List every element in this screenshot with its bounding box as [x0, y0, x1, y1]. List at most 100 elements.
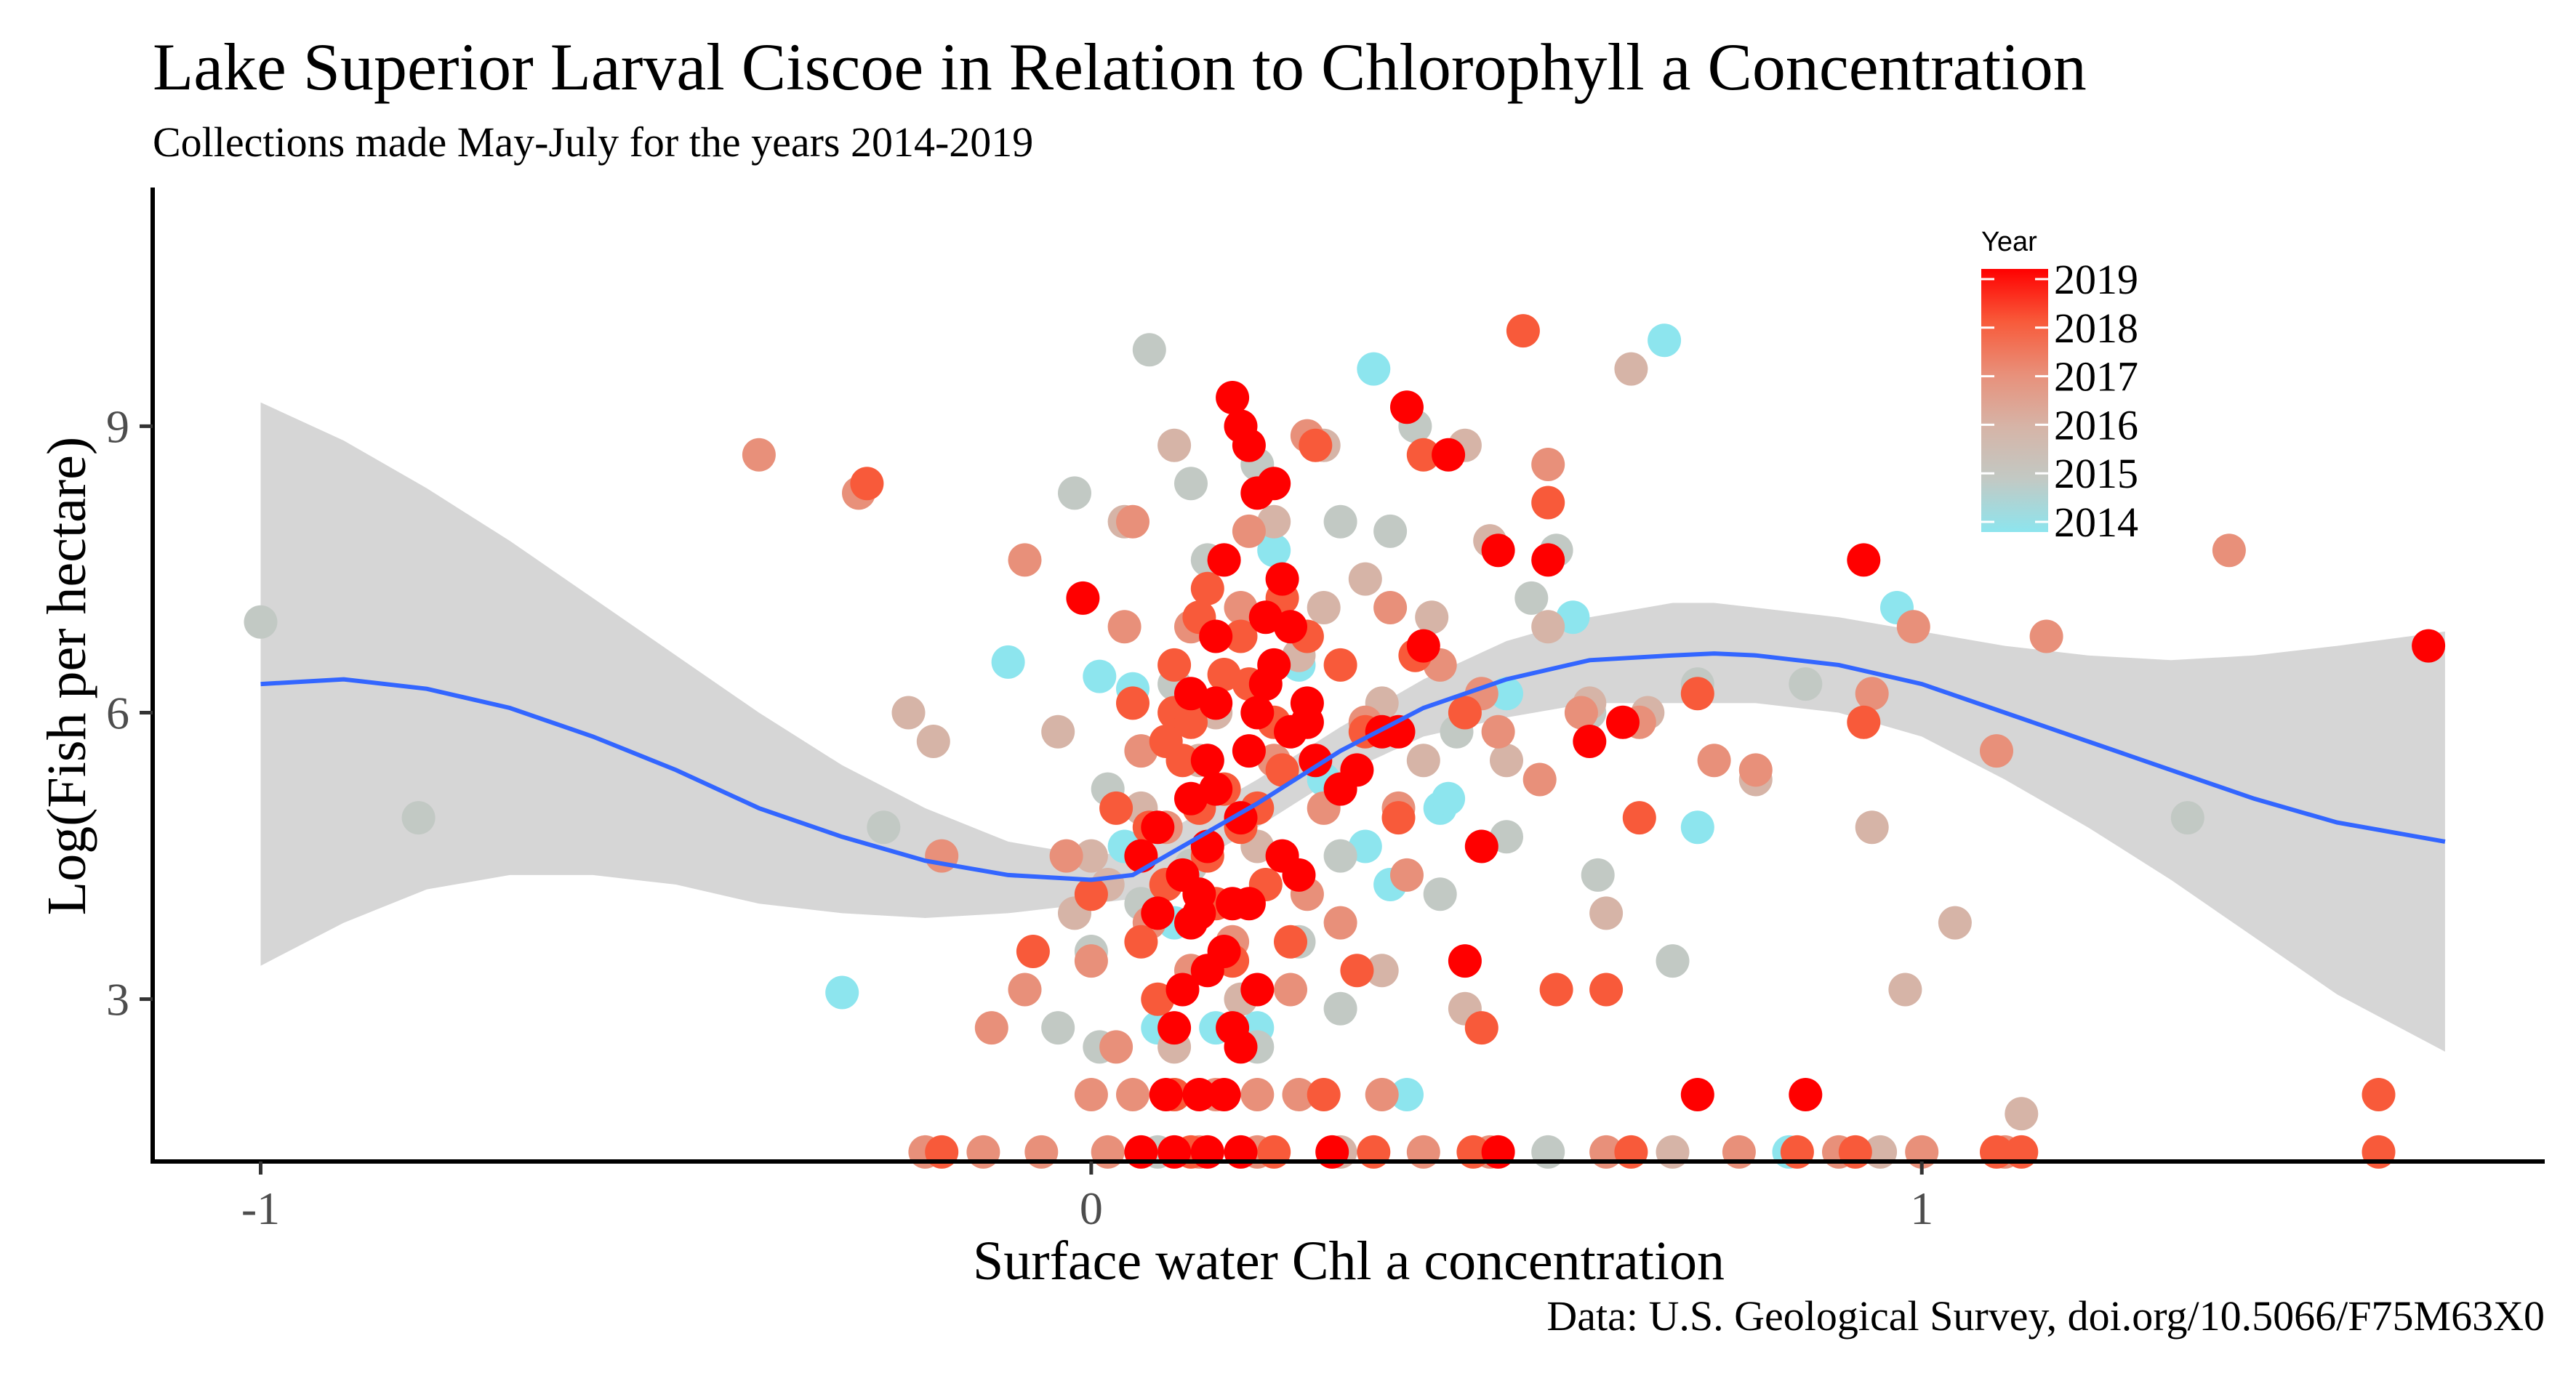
data-point-2019: [1448, 944, 1482, 978]
data-point-2019: [1248, 600, 1283, 635]
data-point-2017: [1323, 906, 1357, 940]
data-point-2019: [1257, 467, 1291, 501]
data-point-2014: [1257, 534, 1291, 568]
data-point-2015: [1514, 581, 1549, 615]
data-point-2016: [1938, 906, 1972, 940]
data-point-2015: [1174, 467, 1208, 501]
data-point-2016: [1157, 428, 1192, 462]
legend-ticks: [1981, 278, 2048, 523]
data-point-2017: [1980, 734, 2013, 768]
data-point-2015: [867, 810, 901, 845]
data-point-2019: [1182, 896, 1216, 930]
data-point-2019: [1174, 677, 1208, 711]
data-point-2015: [401, 801, 436, 835]
y-tick-label: 6: [106, 688, 129, 739]
data-point-2018: [850, 467, 884, 501]
legend-colorbar: [1981, 269, 2048, 532]
data-point-2018: [1406, 438, 1440, 472]
data-point-2018: [1274, 925, 1307, 959]
y-tick-label: 3: [106, 974, 129, 1026]
data-point-2014: [1432, 781, 1466, 816]
data-point-2017: [742, 438, 776, 472]
data-point-2019: [1165, 858, 1200, 892]
data-point-2017: [1232, 514, 1266, 548]
data-point-2018: [1539, 973, 1573, 1007]
data-point-2017: [1373, 591, 1408, 624]
x-axis-ticks: -1 0 1: [241, 1161, 1933, 1234]
data-point-2019: [1299, 744, 1333, 778]
data-point-2017: [1008, 543, 1042, 577]
data-point-2018: [1207, 658, 1241, 691]
y-tick-label: 9: [106, 400, 129, 452]
data-point-2019: [1606, 705, 1640, 739]
data-point-2019: [1141, 896, 1175, 930]
data-point-2019: [1789, 1078, 1823, 1111]
data-point-2014: [1648, 323, 1682, 358]
data-point-2016: [2005, 1097, 2039, 1131]
data-point-2015: [1058, 476, 1091, 510]
data-point-2016: [1074, 839, 1108, 873]
data-point-2016: [1406, 744, 1440, 778]
legend-label-2016: 2016: [2054, 401, 2138, 448]
data-point-2019: [1847, 543, 1881, 577]
data-point-2018: [1464, 1011, 1498, 1045]
data-point-2019: [1464, 829, 1498, 863]
data-point-2018: [1506, 314, 1540, 348]
data-point-2017: [1365, 1078, 1399, 1111]
x-tick-label: 0: [1080, 1183, 1103, 1234]
legend-label-2019: 2019: [2054, 256, 2138, 303]
data-point-2017: [1282, 1078, 1316, 1111]
data-point-2019: [1216, 1011, 1250, 1045]
data-point-2015: [1132, 333, 1166, 367]
data-point-2015: [1656, 944, 1690, 978]
data-point-2019: [1406, 629, 1440, 663]
data-point-2019: [1240, 696, 1275, 730]
data-point-2017: [1896, 610, 1930, 644]
data-point-2016: [1490, 744, 1523, 778]
data-point-2018: [1307, 1078, 1341, 1111]
x-tick-label: -1: [241, 1183, 280, 1234]
smooth-line-layer: [260, 651, 2446, 882]
data-point-2019: [1265, 839, 1299, 873]
data-point-2019: [1165, 973, 1200, 1007]
data-point-2017: [1564, 696, 1598, 730]
data-point-2019: [1190, 829, 1224, 863]
chart-subtitle: Collections made May-July for the years …: [153, 118, 1033, 166]
data-point-2018: [1224, 619, 1258, 653]
data-point-2019: [1432, 438, 1466, 472]
data-point-2016: [1855, 810, 1889, 845]
data-point-2016: [1888, 973, 1922, 1007]
data-point-2019: [1290, 705, 1324, 739]
data-point-2019: [1216, 381, 1250, 414]
legend-label-2015: 2015: [2054, 450, 2138, 497]
data-point-2017: [1116, 1078, 1149, 1111]
data-point-2017: [1116, 504, 1149, 539]
data-point-2017: [1074, 1078, 1108, 1111]
data-point-2018: [1016, 935, 1050, 968]
data-point-2015: [1323, 839, 1357, 873]
data-point-2019: [1124, 839, 1158, 873]
data-point-2017: [1522, 762, 1557, 797]
data-point-2019: [1190, 954, 1224, 988]
data-point-2017: [1697, 744, 1731, 778]
data-point-2016: [1365, 954, 1399, 988]
data-point-2015: [244, 605, 278, 639]
data-point-2019: [1149, 1078, 1183, 1111]
data-point-2016: [1307, 591, 1341, 624]
data-point-2016: [891, 696, 926, 730]
data-point-2019: [1257, 648, 1291, 682]
data-point-2019: [1190, 744, 1224, 778]
legend-title: Year: [1981, 227, 2037, 257]
data-point-2015: [1423, 877, 1457, 911]
data-point-2018: [1174, 705, 1208, 739]
data-point-2019: [1232, 734, 1266, 768]
legend-label-2014: 2014: [2054, 499, 2138, 546]
data-point-2017: [1049, 839, 1083, 873]
data-point-2016: [1348, 562, 1382, 596]
data-point-2019: [1232, 428, 1266, 462]
data-point-2015: [2170, 801, 2204, 835]
data-point-2018: [1265, 753, 1299, 787]
